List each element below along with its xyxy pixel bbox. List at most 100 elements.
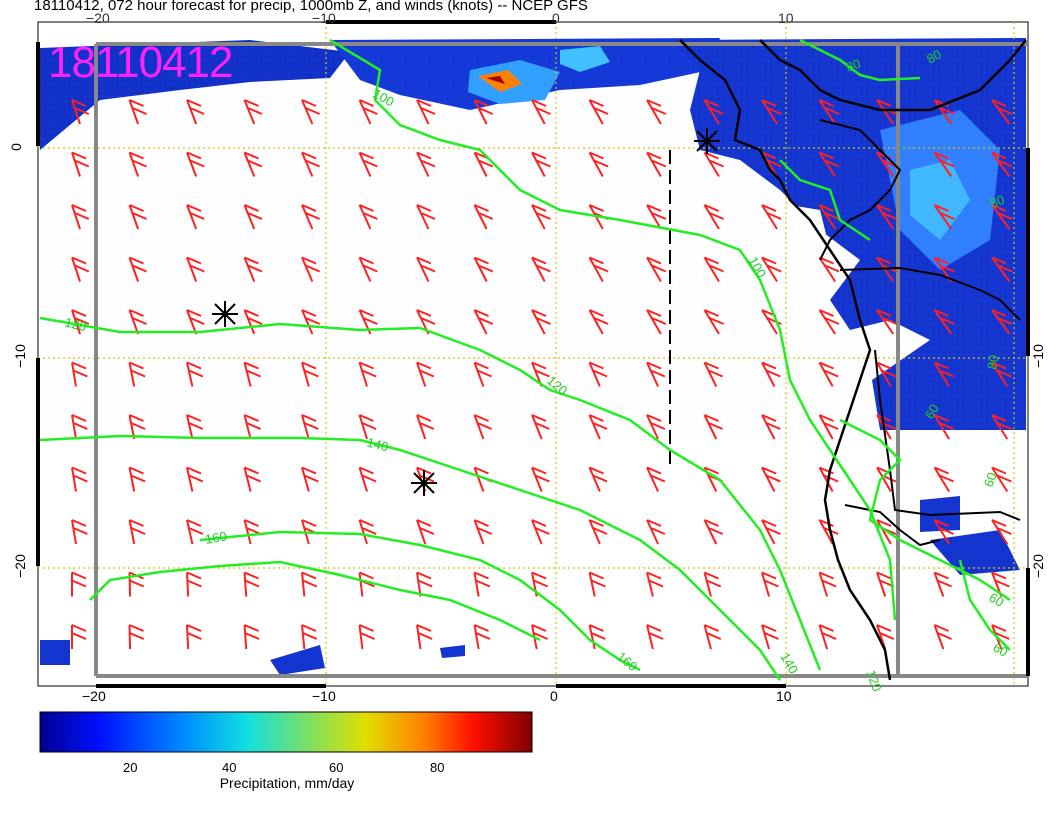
wind-barb (301, 466, 319, 492)
wind-barb (933, 361, 954, 388)
wind-barb (588, 151, 609, 177)
wind-barb (703, 519, 724, 545)
wind-barb (128, 99, 147, 125)
wind-barb (243, 256, 263, 282)
wind-barb (646, 624, 664, 650)
wind-barb (646, 414, 666, 440)
map-title: 18110412, 072 hour forecast for precip, … (34, 0, 588, 14)
wind-barb (358, 99, 378, 125)
wind-barb (933, 204, 955, 230)
wind-barb (761, 414, 781, 440)
wind-barb (933, 151, 955, 178)
wind-barb (128, 309, 147, 335)
wind-barb (703, 414, 724, 440)
wind-barb (128, 519, 146, 545)
wind-barb (243, 414, 262, 440)
wind-barb (991, 309, 1013, 335)
colorbar-title: Precipitation, mm/day (219, 775, 355, 791)
contour-label: 60 (987, 590, 1007, 610)
wind-barb (876, 361, 897, 388)
wind-barb (588, 466, 608, 492)
wind-barb (531, 99, 551, 125)
wind-barb (243, 361, 262, 387)
wind-barb (71, 151, 90, 177)
wind-barb (818, 414, 839, 440)
wind-barb (703, 624, 722, 650)
wind-barb (933, 309, 955, 335)
wind-barb (933, 624, 952, 650)
wind-barb (933, 519, 954, 545)
wind-barb (761, 466, 781, 492)
wind-barb (991, 99, 1013, 125)
wind-barb (991, 466, 1012, 493)
wind-barb (301, 256, 321, 282)
wind-barb (243, 151, 263, 177)
contour-labels: 100 100 120 120 140 160 160 140 120 80 8… (63, 46, 1010, 693)
contour-label: 60 (981, 470, 1000, 489)
asterisk-icon (212, 128, 720, 496)
wind-barb (588, 256, 609, 282)
wind-barb (358, 624, 375, 650)
wind-barb (761, 361, 781, 387)
wind-barb (186, 466, 204, 492)
contour-label: 120 (863, 668, 885, 694)
wind-barb (128, 256, 147, 282)
wind-barb (416, 256, 436, 282)
wind-barb (473, 361, 493, 387)
wind-barb (358, 414, 377, 440)
wind-barb (243, 204, 263, 230)
wind-barb (358, 361, 377, 387)
wind-barb (703, 256, 724, 283)
wind-barb (588, 99, 609, 125)
wind-barb (186, 151, 205, 177)
wind-barb (761, 571, 779, 597)
wind-barb (301, 151, 321, 177)
wind-barb (473, 414, 493, 440)
wind-barb (358, 519, 377, 545)
x-tick-top: 10 (778, 10, 794, 26)
wind-barb (301, 309, 321, 335)
wind-barb (473, 256, 494, 282)
wind-barb (646, 99, 667, 125)
wind-barb (473, 571, 491, 597)
wind-barb (71, 414, 88, 440)
wind-barb (71, 519, 88, 545)
wind-barb (588, 571, 606, 597)
wind-barb (646, 204, 667, 230)
wind-barb (703, 361, 724, 387)
wind-barb (243, 99, 263, 125)
contour-label: 160 (204, 528, 228, 547)
wind-barb (531, 256, 551, 282)
wind-barb (301, 624, 318, 650)
wind-barb (761, 99, 782, 125)
colorbar-tick: 60 (329, 760, 344, 775)
wind-barb (128, 361, 146, 387)
wind-barb (876, 204, 898, 230)
contour-label: 80 (984, 354, 1001, 371)
wind-barb (416, 414, 435, 440)
wind-barb (646, 309, 667, 335)
wind-barb (186, 624, 202, 650)
wind-barb (761, 624, 779, 650)
x-tick-bottom: −20 (82, 688, 106, 704)
wind-barb (416, 624, 433, 650)
height-contours (39, 38, 1011, 681)
axis-ticks (36, 20, 1030, 688)
wind-barb (71, 624, 87, 649)
x-tick-bottom: −10 (312, 688, 336, 704)
wind-barb (416, 519, 435, 545)
x-tick-top: −10 (312, 10, 336, 26)
wind-barb (243, 466, 262, 492)
wind-barb (646, 151, 667, 178)
wind-barb (301, 99, 321, 125)
wind-barb (128, 466, 146, 492)
wind-barb (703, 309, 724, 335)
wind-barb (186, 99, 205, 125)
wind-barb (473, 309, 494, 335)
wind-barb (71, 99, 90, 125)
wind-barb (818, 466, 839, 492)
wind-barb (71, 361, 88, 387)
wind-barb (531, 204, 551, 230)
contour-label: 60 (922, 401, 942, 421)
